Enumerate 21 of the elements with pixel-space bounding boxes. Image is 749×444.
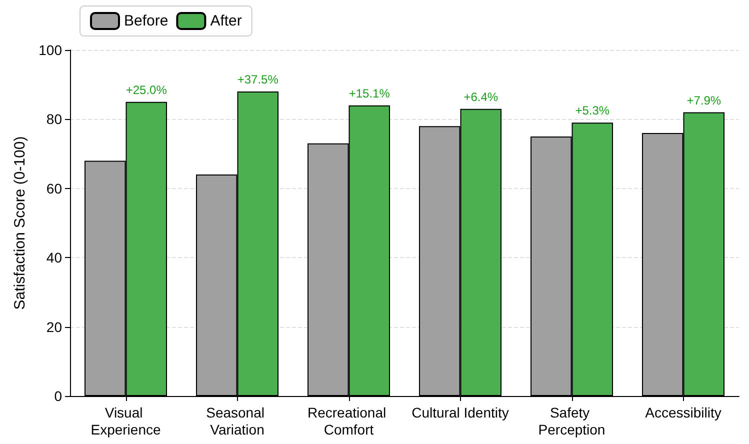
annotation: +37.5% [237,72,279,87]
x-tick-label: Seasonal Variation [206,404,268,438]
annotation: +5.3% [575,104,610,118]
legend-label: Before [124,12,168,30]
y-tick-label: 100 [38,42,62,58]
y-tick-label: 0 [54,388,62,404]
annotation: +7.9% [686,93,722,108]
y-tick-label: 40 [46,250,62,266]
y-tick-label: 20 [46,318,62,335]
annotation: +15.1% [348,86,390,100]
x-tick-label: Safety Perception [538,404,606,438]
legend-label: After [210,12,242,30]
y-axis-title: Satisfaction Score (0-100) [12,136,29,310]
x-tick-label: Visual Experience [90,404,161,438]
x-tick-label: Recreational Comfort [308,404,390,438]
annotation: +25.0% [126,82,168,97]
annotation: +6.4% [464,90,498,104]
y-tick-label: 80 [46,111,62,128]
y-tick-label: 60 [46,180,62,196]
x-tick-label: Accessibility [645,404,722,420]
x-tick-label: Cultural Identity [412,404,509,420]
